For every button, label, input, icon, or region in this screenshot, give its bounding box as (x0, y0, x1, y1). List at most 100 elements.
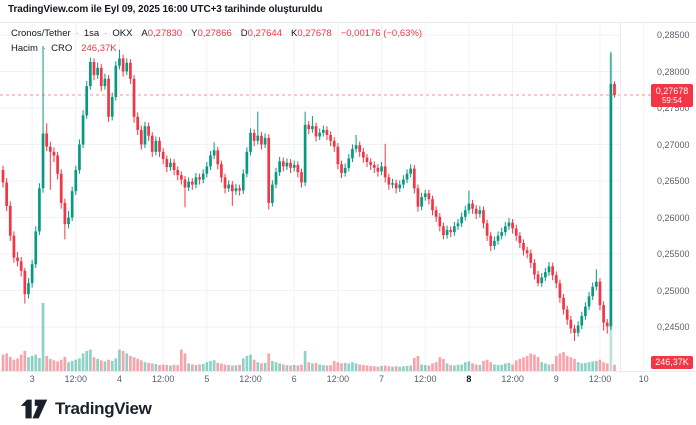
volume-bar (565, 355, 569, 371)
candle-body (183, 179, 187, 188)
volume-bar (478, 365, 482, 371)
candle-body (161, 151, 165, 160)
separator-dot: · (104, 28, 108, 39)
candle-body (565, 309, 569, 320)
candle-body (27, 283, 30, 295)
candle-body (187, 181, 190, 188)
candle-body (431, 199, 434, 211)
candle-body (456, 223, 460, 227)
candle-body (325, 129, 329, 135)
chart-legend: Cronos/Tether · 1sa · OKX A0,27830 Y0,27… (11, 26, 422, 56)
candle-body (223, 177, 227, 189)
candle-body (81, 115, 85, 145)
volume-bar (536, 356, 540, 371)
volume-bar (314, 362, 318, 371)
volume-bar (325, 365, 329, 371)
price-axis[interactable]: 0,24500 0,25000 0,25500 0,26000 0,26500 0,270… (620, 22, 696, 371)
time-axis-label: 9 (553, 374, 559, 384)
volume-bar (12, 359, 16, 371)
candle-body (351, 148, 354, 159)
candle-body (198, 177, 201, 180)
volume-bar (285, 365, 289, 371)
volume-bar (372, 366, 376, 371)
time-axis-label: 6 (291, 374, 297, 384)
price-axis-label: 0,24500 (657, 322, 690, 332)
price-axis-border (620, 22, 621, 371)
volume-bar (278, 363, 281, 371)
candle-body (121, 58, 125, 72)
volume-bar (453, 365, 456, 371)
volume-bar (496, 365, 500, 371)
candle-body (110, 97, 114, 117)
volume-bar (573, 358, 576, 371)
candle-body (453, 226, 456, 233)
candle-body (427, 193, 431, 200)
volume-bar (67, 362, 70, 371)
volume-bar (154, 364, 158, 371)
volume-bar (587, 362, 591, 371)
ohlc-close: K0,27678 (291, 28, 332, 39)
candle-body (609, 83, 613, 327)
candle-body (493, 240, 496, 246)
pane-top-border (0, 22, 696, 23)
candle-body (591, 286, 595, 297)
volume-bar (169, 365, 172, 371)
volume-bar (125, 353, 129, 371)
volume-bar (220, 363, 223, 371)
grid-layer (0, 22, 645, 371)
candle-body (212, 150, 216, 156)
candle-body (474, 208, 478, 214)
candle-body (365, 157, 369, 162)
candle-body (118, 58, 121, 66)
candle-body (52, 151, 56, 156)
candle-body (449, 229, 453, 233)
price-axis-label: 0,25500 (657, 249, 690, 259)
candle-body (394, 183, 398, 189)
volume-bar (227, 365, 231, 371)
volume-bar (460, 364, 463, 371)
volume-bar (143, 362, 147, 371)
price-axis-label: 0,27500 (657, 103, 690, 113)
volume-bar (332, 360, 336, 371)
candle-body (190, 181, 194, 185)
candle-body (369, 162, 372, 165)
volume-bar (303, 350, 307, 371)
candle-body (478, 210, 482, 214)
volume-bar (281, 364, 285, 371)
candle-body (38, 188, 41, 232)
candle-body (289, 162, 292, 168)
volume-bar (63, 356, 67, 371)
candle-body (216, 150, 220, 165)
candle-body (554, 275, 558, 284)
candle-body (274, 172, 278, 185)
volume-bar (8, 356, 12, 371)
tradingview-logo[interactable]: TradingView (20, 397, 152, 421)
volume-bar (165, 365, 169, 371)
volume-bar (107, 359, 110, 371)
volume-bar (292, 365, 296, 371)
candle-body (238, 188, 241, 191)
candle-body (420, 197, 423, 207)
candle-body (580, 316, 584, 326)
candle-body (503, 226, 507, 233)
time-axis[interactable]: 3 12:00 4 12:00 5 12:00 6 12:00 7 12:00 8 12:00 9 12:… (0, 372, 696, 390)
time-axis-label: 3 (29, 374, 35, 384)
candle-body (522, 243, 525, 251)
candle-body (70, 191, 74, 218)
volume-bar (343, 362, 347, 371)
volume-bar (409, 365, 413, 371)
volume-bar (96, 358, 99, 371)
candle-body (41, 133, 45, 189)
ohlc-high: Y0,27866 (191, 28, 232, 39)
volume-bar (311, 363, 314, 371)
candle-body (398, 184, 402, 189)
time-axis-label: 12:00 (413, 374, 437, 384)
candle-body (201, 173, 205, 180)
candle-body (56, 155, 59, 174)
time-axis-label: 12:00 (326, 374, 350, 384)
candle-body (12, 235, 16, 258)
symbol-title: Cronos/Tether (11, 28, 71, 39)
candle-body (89, 62, 92, 87)
candle-body (380, 166, 383, 172)
